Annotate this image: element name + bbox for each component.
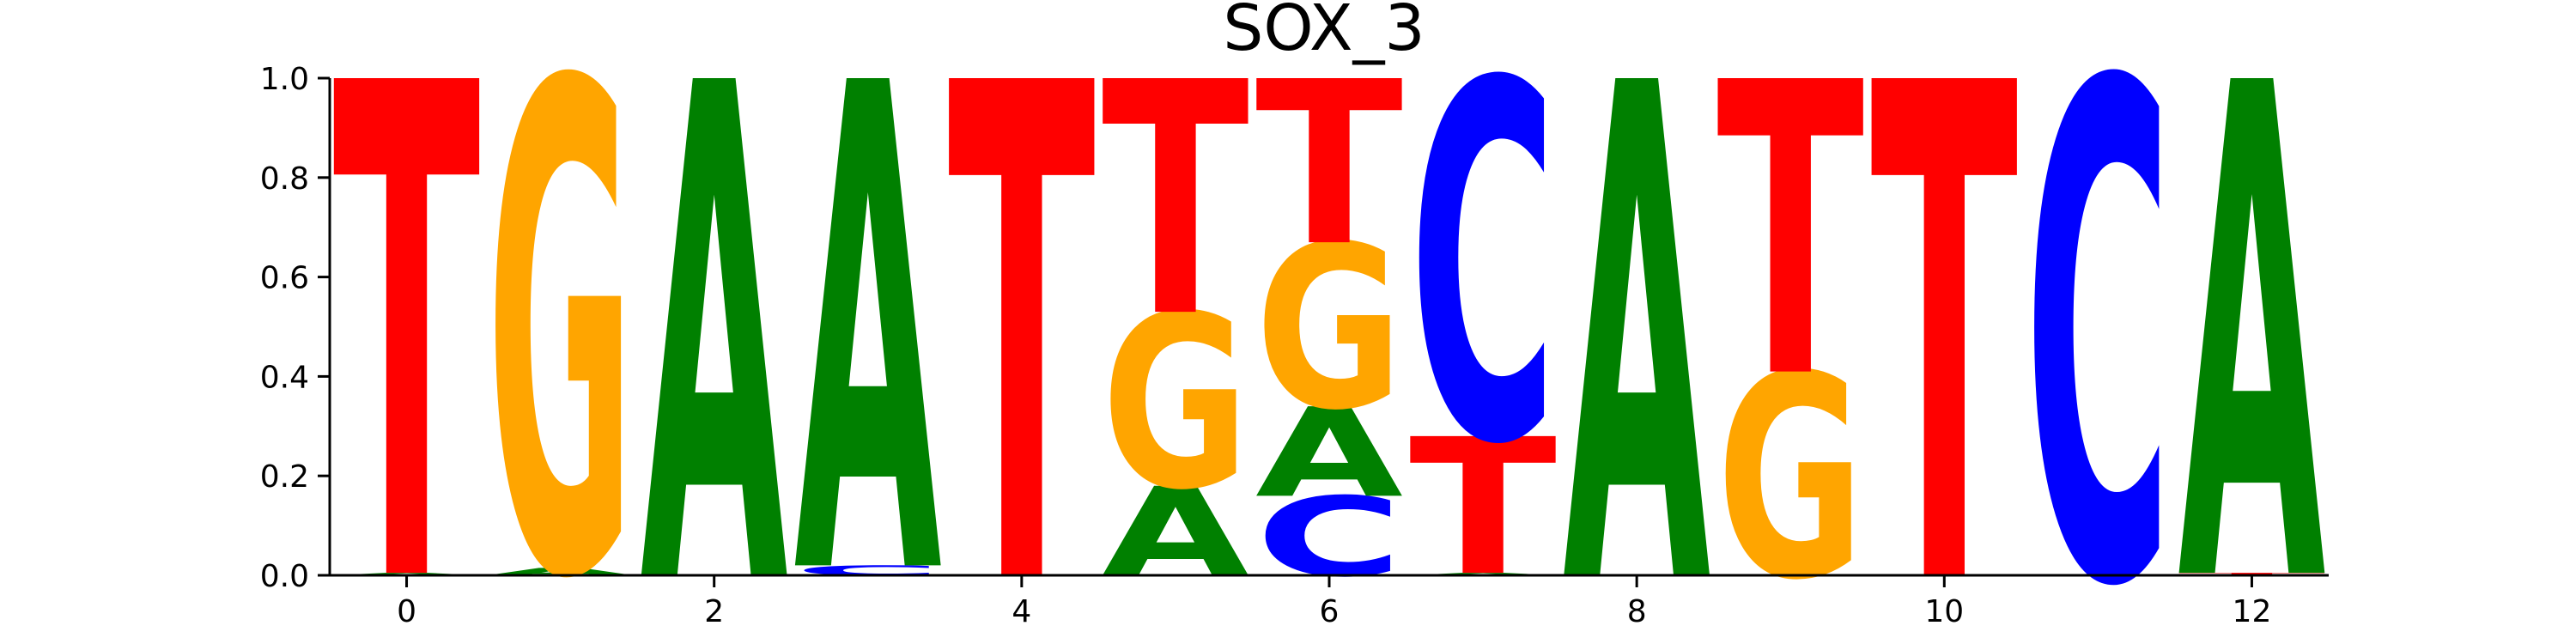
logo-letter-pos10-T: T [1870, 0, 2019, 644]
x-tick-label-8: 8 [1627, 594, 1647, 629]
logo-letter-pos1-G: G [487, 0, 635, 644]
x-tick-label-6: 6 [1320, 594, 1340, 629]
x-tick-label-0: 0 [397, 594, 416, 629]
y-tick-label-0.0: 0.0 [260, 559, 309, 594]
logo-letter-pos2-A: A [641, 0, 790, 644]
logo-letter-pos12-A: A [2178, 0, 2328, 644]
x-tick-label-4: 4 [1012, 594, 1031, 629]
logo-letter-pos8-A: A [1563, 0, 1712, 644]
y-tick-label-1.0: 1.0 [260, 62, 309, 97]
y-tick-label-0.6: 0.6 [260, 261, 309, 296]
chart-title: SOX_3 [1223, 0, 1425, 65]
x-tick-label-10: 10 [1924, 594, 1964, 629]
letters-layer: ATAGACATAGTCAGTATCAGTTCTA [333, 0, 2327, 644]
logo-letter-pos6-G: G [1255, 197, 1403, 459]
axes-layer: 0.0 0.2 0.4 0.6 0.8 1.0 0 2 4 6 8 10 12 [260, 62, 2329, 629]
logo-letter-pos4-T: T [948, 0, 1097, 644]
logo-letter-pos9-G: G [1716, 316, 1864, 641]
logo-letter-pos5-T: T [1102, 15, 1250, 388]
logo-letter-pos7-C: C [1409, 0, 1557, 553]
logo-letter-pos6-T: T [1255, 33, 1404, 295]
logo-letter-pos0-T: T [333, 0, 482, 644]
logo-letter-pos11-C: C [2024, 0, 2172, 644]
y-tick-label-0.4: 0.4 [260, 360, 309, 395]
x-tick-label-12: 12 [2233, 594, 2272, 629]
logo-letter-pos5-A: A [1102, 462, 1249, 605]
logo-letter-pos7-T: T [1409, 398, 1557, 617]
logo-letter-pos9-T: T [1716, 0, 1865, 466]
y-tick-label-0.8: 0.8 [260, 161, 309, 197]
logo-letter-pos5-G: G [1102, 265, 1249, 543]
x-tick-label-2: 2 [704, 594, 724, 629]
logo-letter-pos6-A: A [1255, 383, 1403, 526]
y-tick-label-0.2: 0.2 [260, 459, 309, 495]
logo-letter-pos3-A: A [794, 0, 944, 644]
